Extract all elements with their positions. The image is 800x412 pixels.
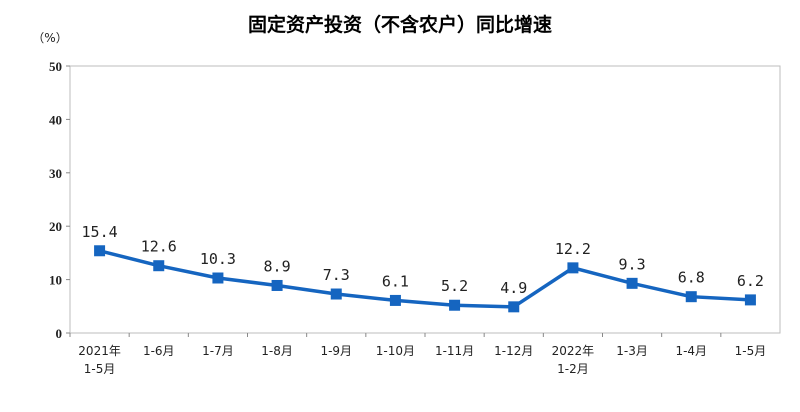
x-tick-label: 1-6月 xyxy=(143,344,175,358)
data-label: 7.3 xyxy=(323,266,350,284)
x-tick-label: 1-2月 xyxy=(557,362,589,376)
x-tick-label: 1-5月 xyxy=(735,344,767,358)
y-tick-label: 10 xyxy=(49,273,62,288)
data-label: 6.1 xyxy=(382,272,409,290)
x-tick-label: 1-9月 xyxy=(320,344,352,358)
data-point xyxy=(685,291,697,303)
data-label: 9.3 xyxy=(619,255,646,273)
series-line xyxy=(99,249,751,309)
x-tick-label: 1-8月 xyxy=(261,344,293,358)
data-label: 10.3 xyxy=(200,250,236,268)
x-tick-label: 1-12月 xyxy=(494,344,533,358)
x-tick-label: 2022年 xyxy=(552,344,595,358)
x-tick-label: 1-11月 xyxy=(435,344,474,358)
data-label: 6.8 xyxy=(678,269,705,287)
data-label: 12.6 xyxy=(141,238,177,256)
y-axis-unit: （%） xyxy=(32,31,67,45)
data-point xyxy=(567,262,579,274)
data-point xyxy=(626,277,638,289)
data-label: 6.2 xyxy=(737,272,764,290)
y-tick-label: 0 xyxy=(56,326,63,341)
x-tick-label: 2021年 xyxy=(78,344,121,358)
y-tick-label: 40 xyxy=(49,112,62,127)
data-point xyxy=(449,299,461,311)
data-label: 4.9 xyxy=(500,279,527,297)
data-label: 12.2 xyxy=(555,240,591,258)
x-tick-label: 1-10月 xyxy=(376,344,415,358)
data-label: 15.4 xyxy=(82,223,118,241)
y-tick-label: 20 xyxy=(49,219,62,234)
chart-title: 固定资产投资（不含农户）同比增速 xyxy=(247,14,552,36)
x-tick-label: 1-5月 xyxy=(84,362,116,376)
data-point xyxy=(744,294,756,306)
y-tick-label: 50 xyxy=(49,59,62,74)
data-point xyxy=(212,272,224,284)
data-point xyxy=(389,294,401,306)
data-point xyxy=(508,301,520,313)
data-point xyxy=(94,245,106,257)
y-tick-label: 30 xyxy=(49,166,62,181)
data-label: 5.2 xyxy=(441,277,468,295)
data-point xyxy=(271,279,283,291)
x-tick-label: 1-3月 xyxy=(616,344,648,358)
data-label: 8.9 xyxy=(264,257,291,275)
data-point xyxy=(153,260,165,272)
data-point xyxy=(330,288,342,300)
x-tick-label: 1-7月 xyxy=(202,344,234,358)
x-tick-label: 1-4月 xyxy=(675,344,707,358)
